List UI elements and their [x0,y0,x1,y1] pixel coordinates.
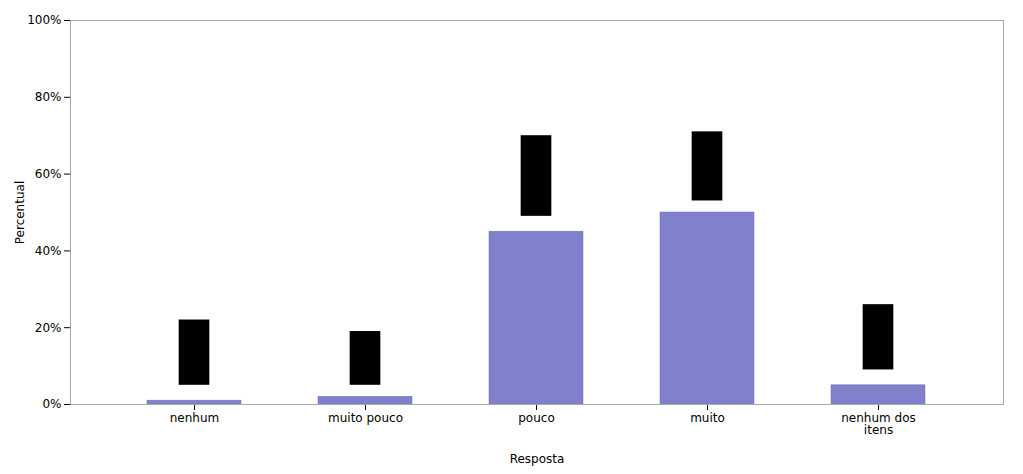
svg-text:nenhum dositens: nenhum dositens [841,411,916,437]
svg-text:100%: 100% [27,13,61,27]
svg-text:Percentual: Percentual [13,181,27,244]
svg-text:0%: 0% [42,397,61,411]
svg-text:nenhum: nenhum [170,411,220,425]
svg-text:muito: muito [690,411,725,425]
svg-text:pouco: pouco [518,411,555,425]
svg-text:40%: 40% [35,244,62,258]
svg-text:80%: 80% [35,90,62,104]
svg-text:20%: 20% [35,321,62,335]
svg-text:Resposta: Resposta [510,452,565,466]
svg-text:60%: 60% [35,167,62,181]
svg-text:muito pouco: muito pouco [328,411,403,425]
